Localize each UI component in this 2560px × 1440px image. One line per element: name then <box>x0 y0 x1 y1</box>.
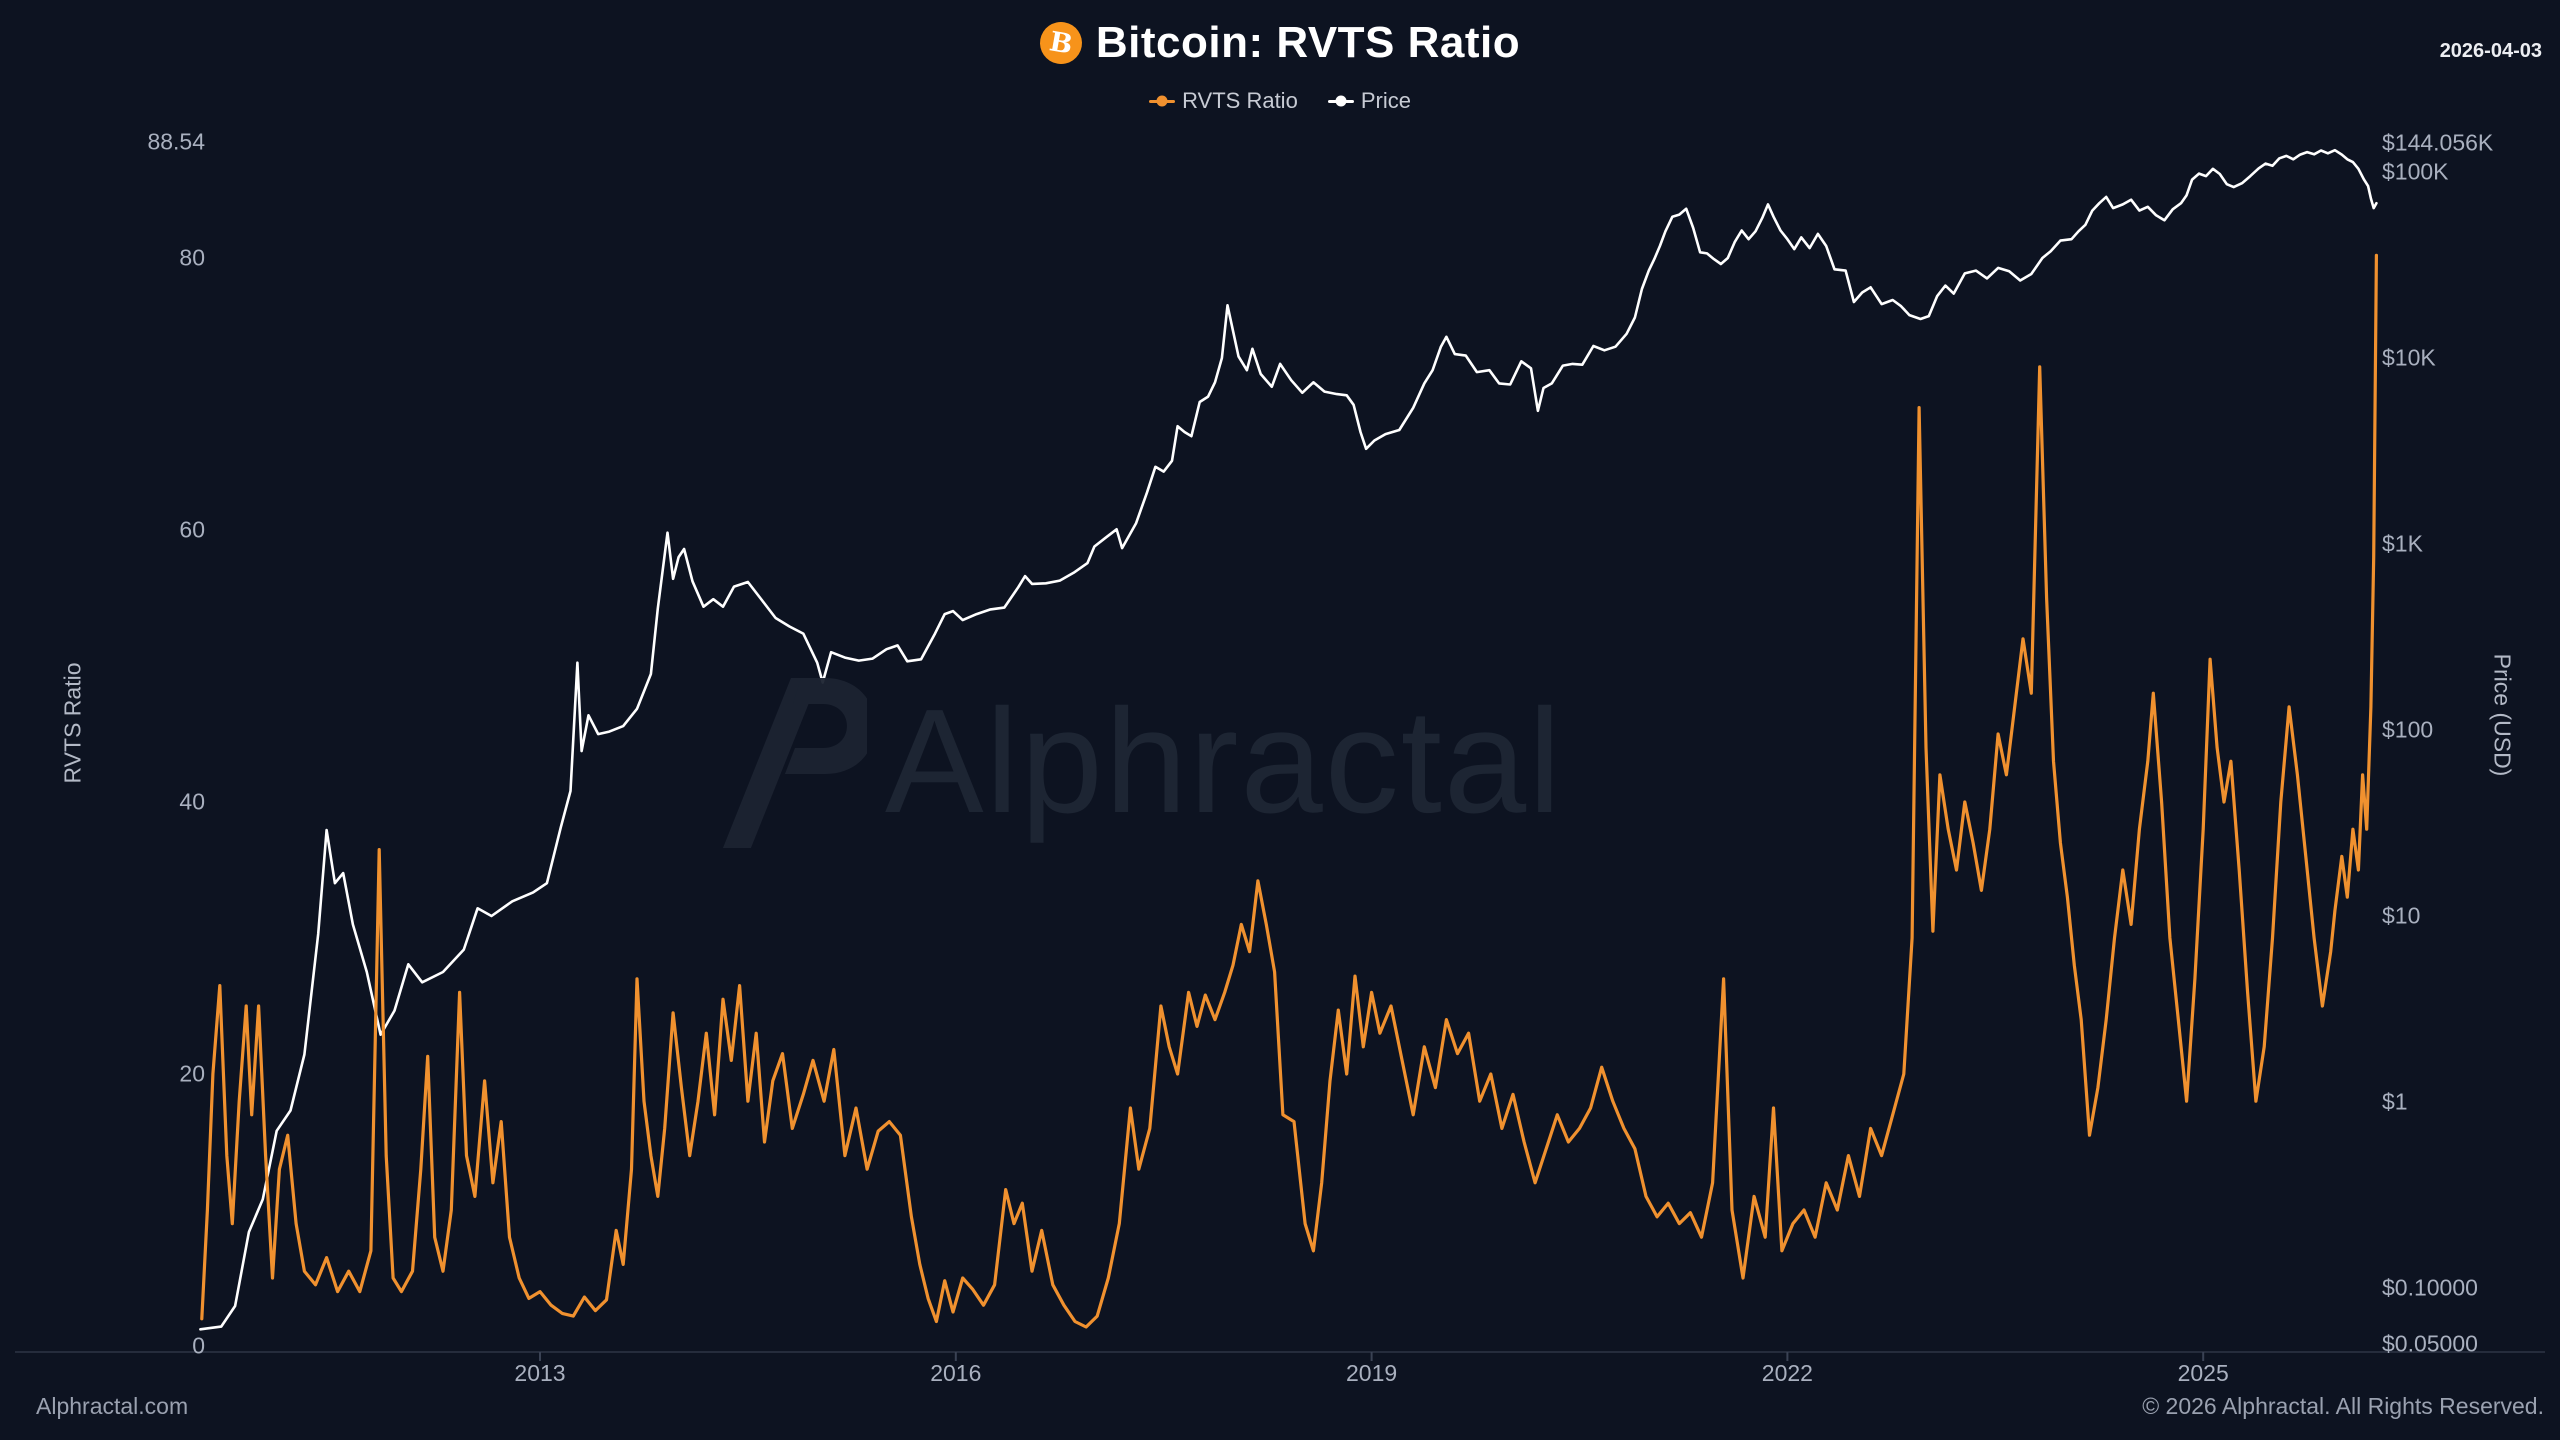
x-axis-tick: 2025 <box>2177 1360 2229 1386</box>
x-axis-tick: 2019 <box>1346 1360 1398 1386</box>
chart-header: B Bitcoin: RVTS Ratio <box>0 18 2560 68</box>
watermark-brand-text: Alphractal <box>884 679 1564 844</box>
x-axis-tick: 2013 <box>514 1360 566 1386</box>
rvts-line <box>200 253 2378 1329</box>
legend-item-rvts[interactable]: RVTS Ratio <box>1149 88 1298 114</box>
right-axis-tick: $1K <box>2382 530 2423 557</box>
legend-item-price[interactable]: Price <box>1327 88 1411 114</box>
x-axis-tick: 2022 <box>1761 1360 1813 1386</box>
left-axis-tick: 80 <box>179 244 205 271</box>
price-legend-marker-icon <box>1327 95 1354 107</box>
right-axis-tick: $144.056K <box>2382 129 2494 155</box>
right-axis-tick: $10K <box>2382 344 2436 371</box>
right-axis-tick: $100K <box>2382 158 2449 185</box>
legend-label-price: Price <box>1360 88 1411 113</box>
legend-label-rvts: RVTS Ratio <box>1182 88 1298 113</box>
x-axis-tick: 2016 <box>930 1360 982 1386</box>
right-axis-tick: $100 <box>2382 716 2434 743</box>
alphractal-logo-icon <box>722 678 867 848</box>
page-title: Bitcoin: RVTS Ratio <box>1095 18 1521 67</box>
right-axis-tick: $0.05000 <box>2382 1330 2478 1357</box>
rvts-legend-marker-icon <box>1149 95 1176 107</box>
date-stamp: 2026-04-03 <box>2439 40 2542 62</box>
left-axis-tick: 60 <box>179 516 205 543</box>
alphractal-watermark: Alphractal <box>717 672 1563 852</box>
left-axis-tick: 40 <box>179 788 205 815</box>
left-axis-tick: 20 <box>179 1060 205 1087</box>
footer-copyright: © 2026 Alphractal. All Rights Reserved. <box>2142 1393 2544 1419</box>
left-axis-title: RVTS Ratio <box>59 662 86 784</box>
right-axis-tick: $10 <box>2382 902 2421 929</box>
right-axis-title: Price (USD) <box>2489 653 2516 777</box>
left-axis-tick: 0 <box>192 1332 205 1359</box>
x-axis-tick-marks <box>539 1352 2205 1361</box>
bitcoin-icon: B <box>1036 18 1086 68</box>
footer-site-link[interactable]: Alphractal.com <box>36 1393 189 1419</box>
right-axis-tick: $1 <box>2382 1088 2408 1115</box>
right-axis-tick: $0.10000 <box>2382 1274 2478 1301</box>
left-axis-tick: 88.54 <box>147 128 205 155</box>
price-line <box>199 148 2378 1331</box>
legend: RVTS Ratio Price <box>0 88 2560 114</box>
